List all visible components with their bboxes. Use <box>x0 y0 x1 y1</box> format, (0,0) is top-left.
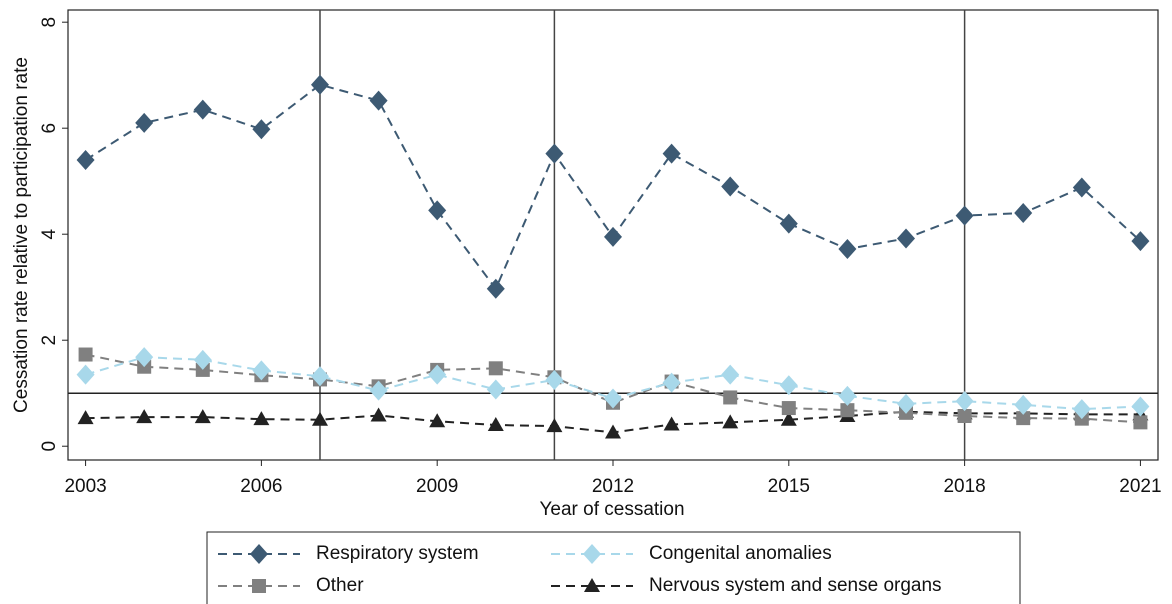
marker <box>193 99 212 120</box>
marker <box>252 579 266 593</box>
marker <box>370 407 387 422</box>
y-tick-label: 4 <box>39 228 60 239</box>
marker <box>662 372 681 393</box>
marker <box>779 213 798 234</box>
legend-label: Nervous system and sense organs <box>649 575 942 596</box>
marker <box>488 361 503 376</box>
x-tick-label: 2012 <box>592 476 634 497</box>
marker <box>135 347 154 368</box>
marker <box>428 364 447 385</box>
marker <box>250 544 268 564</box>
marker <box>77 410 94 425</box>
marker <box>369 90 388 111</box>
marker <box>957 409 972 424</box>
series-line <box>85 353 1141 424</box>
y-axis-label: Cessation rate relative to participation… <box>11 57 32 413</box>
marker <box>1131 231 1150 252</box>
marker <box>486 379 505 400</box>
marker <box>1014 394 1033 415</box>
marker <box>194 409 211 424</box>
marker <box>195 362 210 377</box>
legend-label: Respiratory system <box>316 543 479 564</box>
x-tick-label: 2015 <box>768 476 810 497</box>
marker <box>136 409 153 424</box>
x-tick-label: 2006 <box>240 476 282 497</box>
marker <box>252 119 271 140</box>
marker <box>1133 415 1148 430</box>
legend-label: Congenital anomalies <box>649 543 832 564</box>
x-axis-label: Year of cessation <box>539 499 684 520</box>
marker <box>781 401 796 416</box>
marker <box>428 200 447 221</box>
marker <box>1131 396 1150 417</box>
marker <box>78 347 93 362</box>
marker <box>545 369 564 390</box>
marker <box>838 239 857 260</box>
marker <box>487 417 504 432</box>
legend-box <box>206 531 1021 604</box>
marker <box>584 578 600 592</box>
y-tick-label: 8 <box>39 17 60 28</box>
marker <box>545 143 564 164</box>
marker <box>721 176 740 197</box>
marker <box>193 349 212 370</box>
marker <box>897 228 916 249</box>
marker <box>1014 203 1033 224</box>
marker <box>897 393 916 414</box>
marker <box>1072 177 1091 198</box>
y-tick-label: 0 <box>39 441 60 452</box>
y-tick-label: 6 <box>39 123 60 134</box>
marker <box>955 391 974 412</box>
marker <box>311 411 328 426</box>
marker <box>721 364 740 385</box>
legend-label: Other <box>316 575 364 596</box>
marker <box>310 366 329 387</box>
series-line <box>85 83 1142 291</box>
marker <box>76 150 95 170</box>
marker <box>604 388 622 409</box>
marker <box>662 143 681 164</box>
marker <box>486 278 505 299</box>
marker <box>429 413 446 428</box>
marker <box>546 418 563 433</box>
marker <box>1016 411 1031 426</box>
marker <box>663 416 680 431</box>
marker <box>840 403 855 418</box>
x-tick-label: 2018 <box>943 476 985 497</box>
marker <box>252 360 271 381</box>
marker <box>76 364 95 385</box>
marker <box>369 380 388 401</box>
marker <box>583 544 601 564</box>
marker <box>955 205 974 226</box>
y-tick-label: 2 <box>39 335 60 346</box>
x-tick-label: 2003 <box>64 476 106 497</box>
marker <box>723 390 738 405</box>
marker <box>779 375 798 396</box>
x-tick-label: 2009 <box>416 476 458 497</box>
marker <box>135 112 154 133</box>
marker <box>838 385 857 406</box>
marker <box>605 424 621 439</box>
marker <box>253 411 270 426</box>
marker <box>780 411 797 426</box>
marker <box>310 74 329 95</box>
x-tick-label: 2021 <box>1119 476 1161 497</box>
marker <box>1072 399 1091 420</box>
marker <box>722 414 739 429</box>
marker <box>604 226 622 247</box>
